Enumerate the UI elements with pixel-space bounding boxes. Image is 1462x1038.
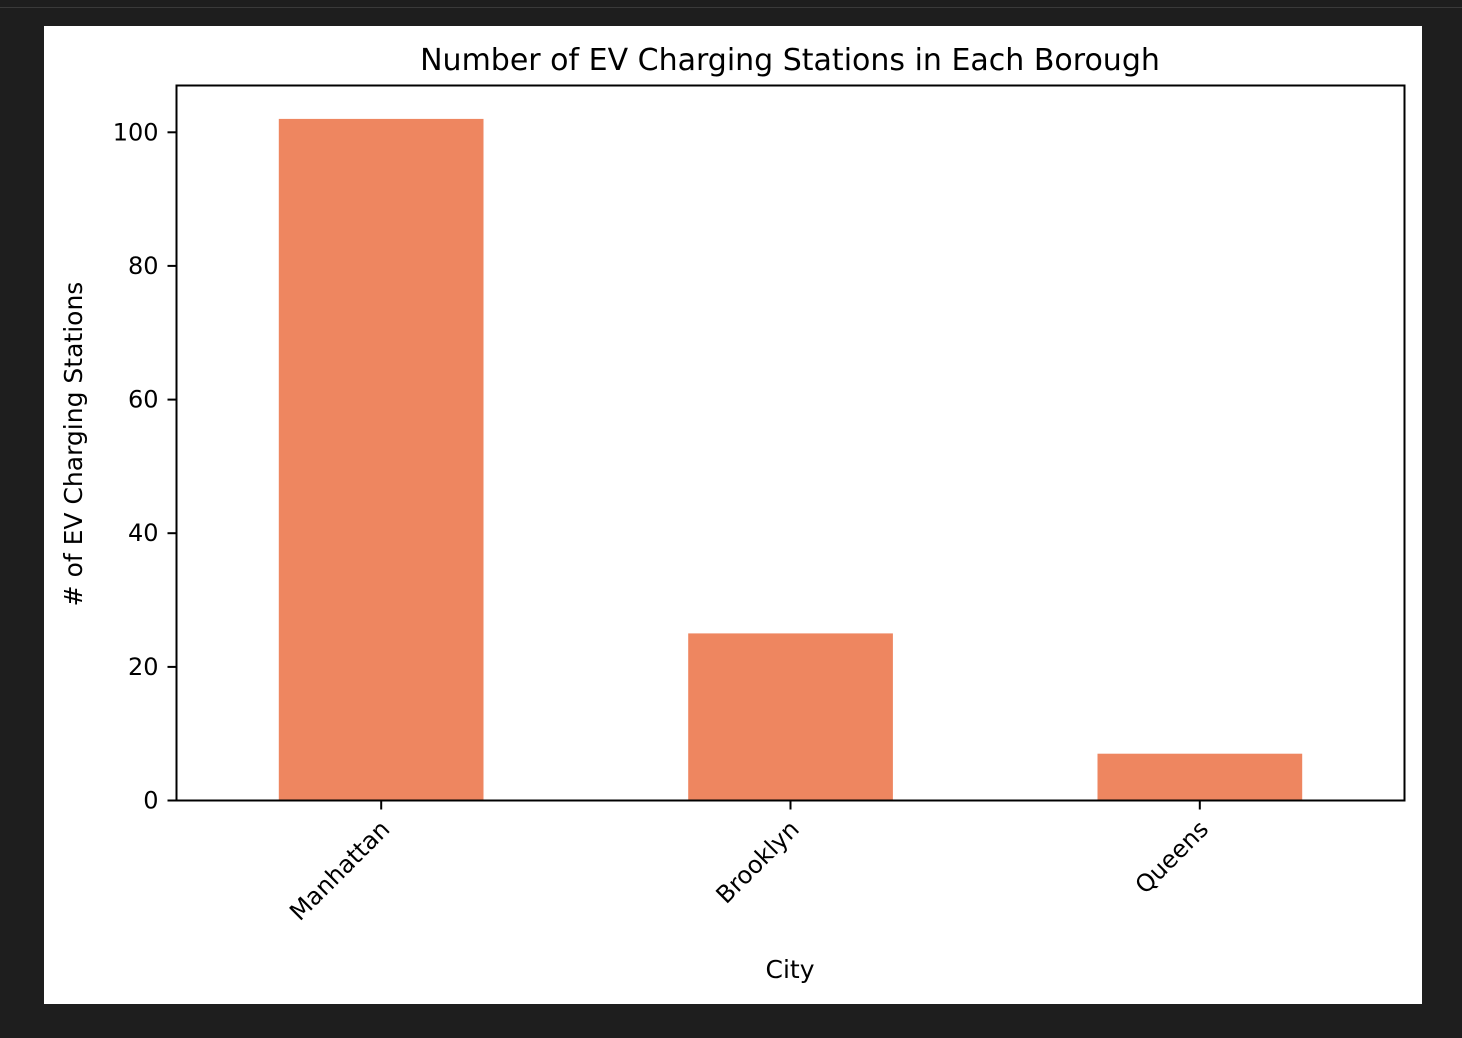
y-tick-label: 60 [128,386,159,414]
y-axis-label: # of EV Charging Stations [59,282,88,607]
x-tick-label-queens: Queens [1130,815,1214,899]
y-tick-label: 0 [143,787,158,815]
x-tick-label-brooklyn: Brooklyn [711,815,805,909]
y-tick-label: 80 [128,252,159,280]
bar-queens [1097,753,1303,801]
y-tick-label: 40 [128,519,159,547]
y-tick-label: 100 [113,118,159,146]
plot-frame [175,84,1406,802]
y-axis-ticks: 0 20 40 60 80 100 [113,118,177,815]
chart-title: Number of EV Charging Stations in Each B… [420,43,1160,78]
x-axis-ticks: Manhattan Brooklyn Queens [284,800,1214,926]
bar-manhattan [278,118,484,801]
x-tick-label-manhattan: Manhattan [284,815,395,926]
window-top-strip [0,0,1462,8]
bar-brooklyn [688,633,893,801]
bars-group [278,118,1303,801]
figure-panel [44,26,1422,1004]
x-axis-label: City [766,955,815,984]
y-tick-label: 20 [128,653,159,681]
